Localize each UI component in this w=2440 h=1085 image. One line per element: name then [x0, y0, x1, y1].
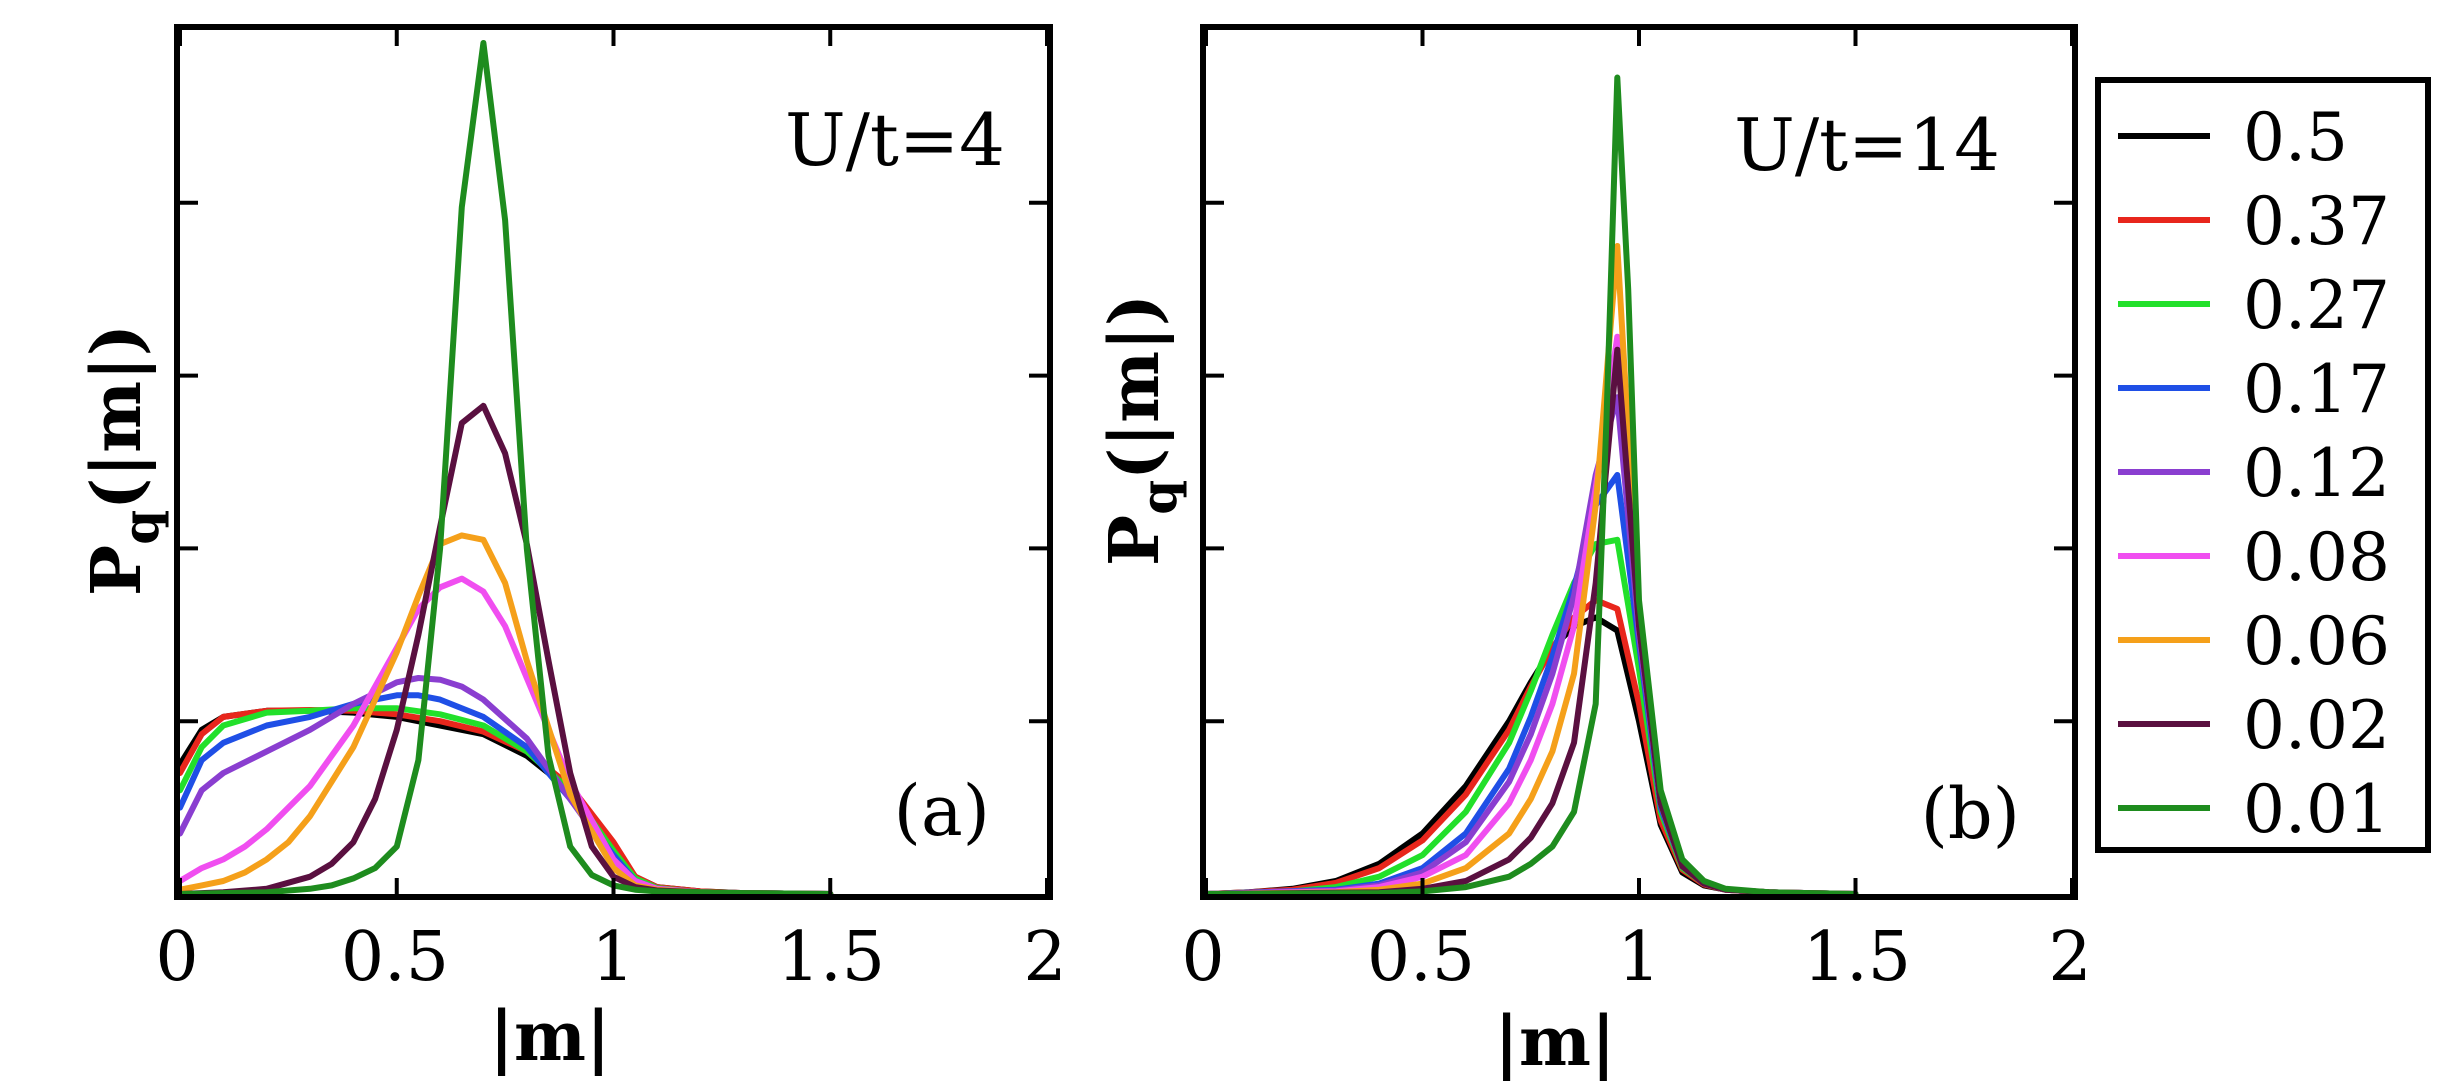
panel-a-xtick-1-5: 1.5 — [777, 918, 885, 997]
panel-b-series-0-06 — [1203, 243, 1859, 897]
panel-a-ylabel-sub: q — [111, 510, 170, 545]
panel-a-ticks — [178, 30, 1049, 894]
legend: 0.50.370.270.170.120.080.060.020.01 — [2095, 77, 2431, 853]
panel-b-ylabel: Pq(|m|) — [1095, 294, 1188, 566]
panel-a-xtick-1: 1 — [591, 918, 634, 997]
legend-label-0-27: 0.27 — [2243, 267, 2390, 344]
panel-a-ylabel-main: P — [77, 545, 157, 596]
panel-b-label: (b) — [1921, 773, 2020, 855]
panel-a-title: U/t=4 — [785, 98, 1005, 182]
legend-label-0-17: 0.17 — [2243, 351, 2390, 428]
legend-label-0-12: 0.12 — [2243, 435, 2390, 512]
legend-label-0-02: 0.02 — [2243, 687, 2390, 764]
panel-b-ylabel-tail: (|m|) — [1095, 294, 1175, 480]
panel-b-xtick-0-5: 0.5 — [1367, 918, 1475, 997]
panel-b-xtick-1: 1 — [1617, 918, 1660, 997]
panel-a-xtick-0: 0 — [155, 918, 198, 997]
panel-b-frame — [1200, 24, 2078, 900]
panel-b-series — [1203, 74, 1859, 897]
panel-b: U/t=14 (b) 0 0.5 1 1.5 2 |m| Pq(|m|) — [1095, 24, 2092, 1082]
panel-a-xlabel: |m| — [489, 997, 610, 1077]
panel-b-series-0-01 — [1203, 74, 1859, 897]
panel-a-xtick-2: 2 — [1023, 918, 1066, 997]
panel-b-xtick-1-5: 1.5 — [1803, 918, 1911, 997]
panel-a-series — [177, 40, 834, 897]
panel-b-series-0-02 — [1203, 346, 1859, 897]
panel-b-title: U/t=14 — [1734, 103, 2000, 187]
panel-a-ylabel-tail: (|m|) — [77, 324, 157, 510]
panel-b-ticks — [1204, 30, 2074, 894]
legend-label-0-08: 0.08 — [2243, 519, 2390, 596]
panel-b-series-0-12 — [1203, 394, 1859, 897]
legend-label-0-01: 0.01 — [2243, 771, 2390, 848]
panel-b-ylabel-sub: q — [1129, 480, 1188, 515]
legend-label-0-37: 0.37 — [2243, 183, 2390, 260]
panel-a-xtick-0-5: 0.5 — [341, 918, 449, 997]
panel-a-label: (a) — [894, 770, 990, 852]
panel-a-series-0-27 — [177, 705, 834, 897]
panel-a-series-0-17 — [177, 692, 834, 897]
legend-label-0-5: 0.5 — [2243, 99, 2348, 176]
panel-a-frame — [174, 24, 1053, 900]
panel-b-xtick-2: 2 — [2048, 918, 2091, 997]
panel-a-series-0-01 — [177, 40, 834, 897]
panel-b-series-0-08 — [1203, 333, 1859, 897]
panel-b-xtick-0: 0 — [1181, 918, 1224, 997]
legend-entries: 0.50.370.270.170.120.080.060.020.01 — [2118, 99, 2390, 848]
panel-a-ylabel: Pq(|m|) — [77, 324, 170, 596]
panel-b-xlabel: |m| — [1494, 1002, 1615, 1082]
panel-b-series-0-37 — [1203, 597, 1859, 897]
panel-a: U/t=4 (a) 0 0.5 1 1.5 2 |m| Pq(|m|) — [77, 24, 1067, 1077]
panel-b-ylabel-main: P — [1095, 515, 1175, 566]
legend-label-0-06: 0.06 — [2243, 603, 2390, 680]
